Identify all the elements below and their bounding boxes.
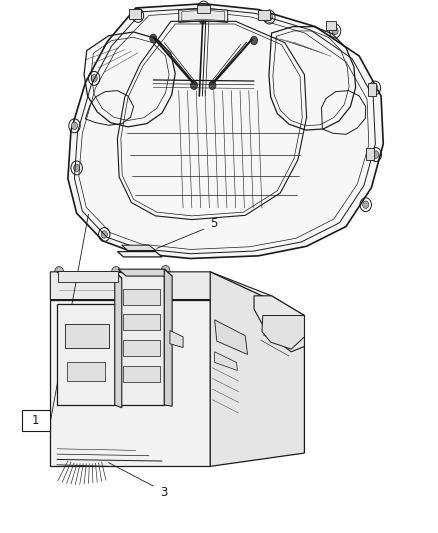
Circle shape <box>201 4 207 12</box>
Polygon shape <box>123 289 160 305</box>
Polygon shape <box>210 272 304 466</box>
Circle shape <box>373 151 379 158</box>
Polygon shape <box>122 245 156 251</box>
Circle shape <box>191 81 198 90</box>
Text: 5: 5 <box>210 217 217 230</box>
Bar <box>326 21 336 30</box>
Polygon shape <box>57 304 115 405</box>
Circle shape <box>71 122 78 130</box>
Circle shape <box>135 12 141 19</box>
Polygon shape <box>68 4 383 259</box>
Circle shape <box>161 265 170 276</box>
Circle shape <box>209 81 216 90</box>
Bar <box>197 5 210 13</box>
Text: 1: 1 <box>32 414 40 427</box>
Circle shape <box>91 75 97 82</box>
Circle shape <box>332 27 338 35</box>
Polygon shape <box>164 269 172 406</box>
Polygon shape <box>215 320 247 354</box>
Circle shape <box>101 231 107 238</box>
Circle shape <box>372 84 378 92</box>
Bar <box>22 410 50 431</box>
Polygon shape <box>123 340 160 356</box>
Polygon shape <box>118 269 172 276</box>
Circle shape <box>55 401 64 411</box>
Polygon shape <box>118 272 164 405</box>
Circle shape <box>199 15 206 24</box>
Circle shape <box>112 266 120 277</box>
Polygon shape <box>179 9 228 22</box>
Circle shape <box>363 201 369 208</box>
Polygon shape <box>117 252 162 257</box>
Polygon shape <box>57 272 122 278</box>
Polygon shape <box>123 314 160 330</box>
Polygon shape <box>65 324 109 348</box>
Polygon shape <box>262 316 304 349</box>
Polygon shape <box>58 271 118 282</box>
Polygon shape <box>50 300 210 466</box>
Bar <box>258 10 270 20</box>
Circle shape <box>266 13 272 21</box>
Circle shape <box>105 309 114 320</box>
Polygon shape <box>123 366 160 382</box>
Bar <box>368 83 376 96</box>
Polygon shape <box>170 330 183 348</box>
Circle shape <box>150 34 157 43</box>
Circle shape <box>74 164 80 172</box>
Circle shape <box>161 400 170 410</box>
Circle shape <box>251 36 258 45</box>
Bar <box>129 9 141 19</box>
Circle shape <box>66 309 74 320</box>
Polygon shape <box>215 352 237 370</box>
Polygon shape <box>50 272 304 316</box>
Text: 3: 3 <box>161 486 168 499</box>
Circle shape <box>55 266 64 277</box>
Bar <box>366 148 374 160</box>
Polygon shape <box>67 362 105 381</box>
Polygon shape <box>115 272 122 408</box>
Polygon shape <box>254 296 304 352</box>
